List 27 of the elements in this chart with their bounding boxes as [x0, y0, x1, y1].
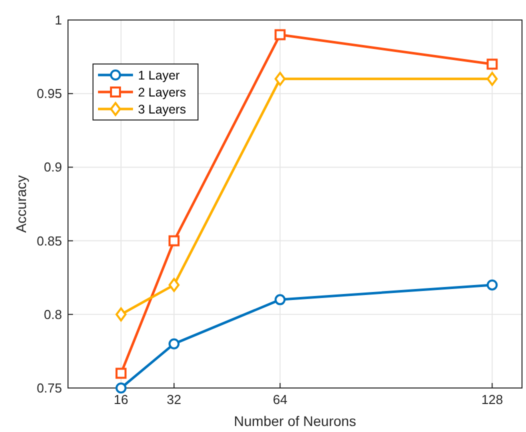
point	[116, 368, 127, 379]
point	[168, 235, 180, 246]
y-tick-label: 0.85	[36, 233, 62, 248]
point	[486, 58, 498, 70]
point	[274, 72, 286, 86]
y-tick-label: 1	[54, 12, 62, 28]
y-tick-label: 0.95	[36, 86, 62, 102]
point	[116, 382, 127, 394]
x-axis-title: Number of Neurons	[234, 413, 356, 429]
y-tick-label: 0.9	[44, 160, 62, 175]
point	[274, 294, 286, 306]
point	[486, 72, 498, 86]
x-tick-label: 16	[114, 392, 128, 407]
legend-label: 3 Layers	[138, 102, 186, 116]
y-tick-label: 0.75	[36, 380, 62, 396]
y-tick-label: 0.8	[44, 306, 62, 322]
point	[116, 307, 127, 322]
point	[486, 279, 498, 290]
x-tick-label: 64	[272, 392, 288, 407]
legend-label: 2 Layers	[138, 86, 186, 100]
point	[274, 29, 286, 40]
y-axis-title: Accuracy	[13, 175, 29, 233]
point	[168, 338, 180, 350]
legend-label: 1 Layer	[138, 68, 180, 82]
x-tick-label: 128	[481, 392, 504, 407]
x-tick-label: 32	[166, 392, 182, 407]
point	[168, 278, 180, 292]
